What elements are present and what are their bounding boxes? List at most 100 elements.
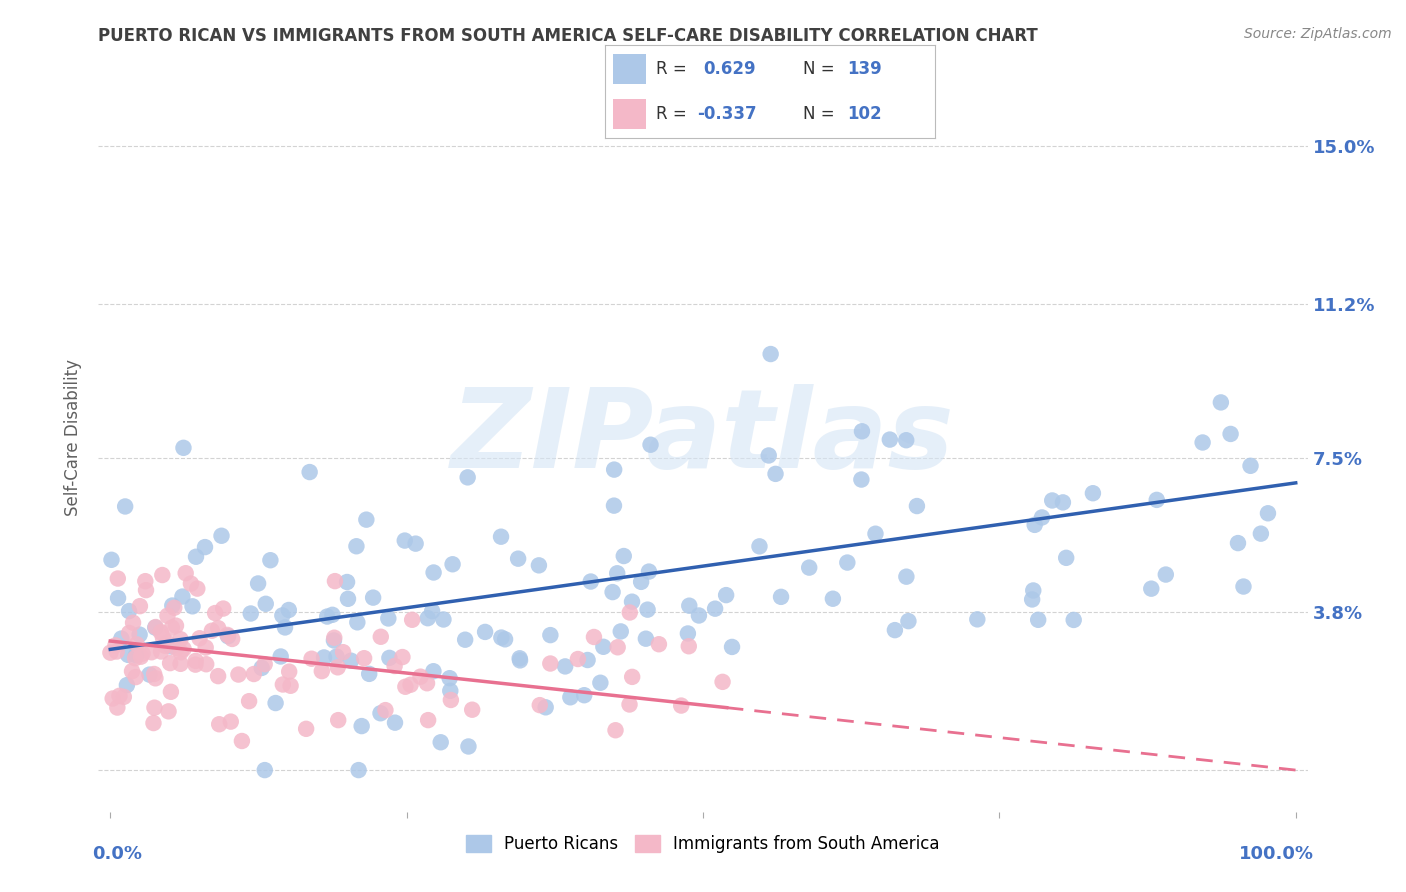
Point [180, 576, 202, 591]
Point [1063, 613, 1085, 627]
Point [765, 467, 787, 481]
Point [165, 641, 187, 656]
Bar [613, 54, 645, 84]
Point [1081, 486, 1104, 500]
Point [676, 626, 699, 640]
Point [118, 604, 141, 618]
Point [422, 664, 444, 678]
Point [770, 590, 793, 604]
Point [170, 645, 193, 659]
Point [1140, 582, 1163, 596]
Point [217, 628, 239, 642]
Point [1052, 495, 1074, 509]
Point [420, 604, 443, 618]
Point [143, 667, 166, 681]
Point [142, 716, 165, 731]
Point [312, 650, 335, 665]
Point [494, 632, 516, 647]
Point [211, 529, 233, 543]
Point [346, 615, 368, 630]
Point [529, 698, 551, 713]
Point [152, 631, 174, 645]
Point [332, 645, 354, 659]
Point [454, 632, 477, 647]
Point [156, 635, 179, 649]
Point [336, 574, 359, 589]
Point [184, 654, 207, 668]
Point [107, 591, 129, 606]
Point [399, 678, 422, 692]
Point [184, 549, 207, 564]
Point [350, 719, 373, 733]
Point [640, 438, 662, 452]
Point [605, 723, 627, 738]
Text: ZIPatlas: ZIPatlas [451, 384, 955, 491]
Point [326, 660, 349, 674]
Point [897, 614, 920, 628]
Point [264, 696, 287, 710]
Point [238, 694, 260, 708]
Point [1239, 458, 1261, 473]
Point [1054, 550, 1077, 565]
Point [457, 739, 479, 754]
Text: 139: 139 [848, 60, 882, 78]
Point [865, 526, 887, 541]
Point [851, 473, 873, 487]
Point [416, 713, 439, 727]
Point [621, 670, 644, 684]
Point [143, 621, 166, 635]
Point [280, 679, 302, 693]
Point [439, 671, 461, 685]
Point [491, 631, 513, 645]
Point [384, 659, 406, 673]
Point [184, 657, 207, 672]
Text: PUERTO RICAN VS IMMIGRANTS FROM SOUTH AMERICA SELF-CARE DISABILITY CORRELATION C: PUERTO RICAN VS IMMIGRANTS FROM SOUTH AM… [98, 27, 1038, 45]
Point [837, 556, 859, 570]
Point [554, 659, 576, 673]
Legend: Puerto Ricans, Immigrants from South America: Puerto Ricans, Immigrants from South Ame… [460, 828, 946, 860]
Point [1219, 426, 1241, 441]
Point [129, 599, 152, 614]
Point [1040, 493, 1063, 508]
Point [212, 601, 235, 615]
Point [356, 513, 378, 527]
Point [162, 599, 184, 613]
Point [1191, 435, 1213, 450]
Point [638, 565, 661, 579]
Point [346, 539, 368, 553]
Text: N =: N = [803, 105, 834, 123]
Point [228, 667, 250, 681]
Point [239, 607, 262, 621]
Point [143, 700, 166, 714]
Point [714, 588, 737, 602]
Point [169, 657, 191, 671]
Point [145, 620, 167, 634]
Point [394, 680, 416, 694]
Point [758, 449, 780, 463]
Point [122, 615, 145, 630]
Point [1146, 492, 1168, 507]
Point [461, 703, 484, 717]
Point [589, 675, 612, 690]
Point [253, 763, 276, 777]
Point [186, 582, 208, 596]
Point [574, 688, 596, 702]
Point [883, 623, 905, 637]
Point [153, 639, 176, 653]
Point [489, 530, 512, 544]
Point [110, 632, 132, 646]
Point [274, 620, 297, 634]
Point [579, 574, 602, 589]
Y-axis label: Self-Care Disability: Self-Care Disability [65, 359, 83, 516]
Text: N =: N = [803, 60, 834, 78]
Point [896, 434, 918, 448]
Point [129, 649, 152, 664]
Point [648, 637, 671, 651]
Point [409, 670, 432, 684]
Point [759, 347, 782, 361]
Point [194, 540, 217, 554]
Point [208, 717, 231, 731]
Point [160, 685, 183, 699]
Point [603, 499, 626, 513]
Point [181, 599, 204, 614]
